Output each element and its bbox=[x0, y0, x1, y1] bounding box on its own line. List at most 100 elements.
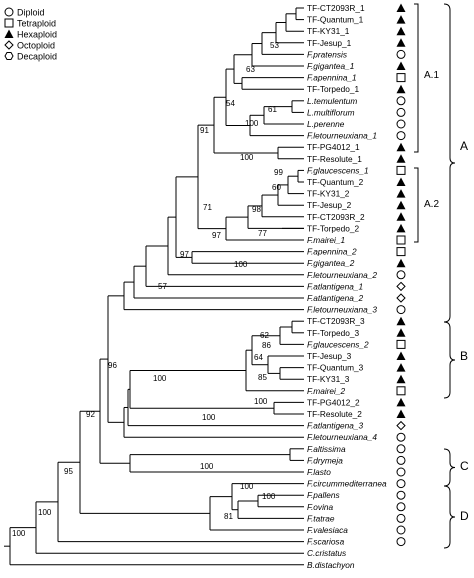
bootstrap-value: 85 bbox=[258, 373, 267, 382]
clade-brackets: A.1 A.2 A B C D bbox=[414, 3, 469, 549]
taxon-label: L.perenne bbox=[307, 119, 345, 129]
taxon-label: TF-KY31_3 bbox=[307, 374, 350, 384]
taxon-label: F.altissima bbox=[307, 444, 346, 454]
taxon-label: F.circummediterranea bbox=[307, 479, 387, 489]
diamond-legend-icon bbox=[4, 40, 14, 50]
clade-bracket bbox=[443, 321, 456, 399]
taxon-label: TF-Torpedo_3 bbox=[307, 328, 359, 338]
triangle-icon bbox=[396, 154, 406, 163]
clade-label: B bbox=[460, 349, 468, 363]
taxon-label: F.mairei_2 bbox=[307, 386, 346, 396]
taxon-label: TF-Quantum_3 bbox=[307, 363, 364, 373]
taxon-label: TF-Resolute_2 bbox=[307, 409, 362, 419]
taxon-label: L.multiflorum bbox=[307, 107, 355, 117]
square-icon bbox=[396, 235, 406, 245]
clade-label: A.1 bbox=[424, 70, 439, 81]
bootstrap-value: 71 bbox=[203, 203, 212, 212]
taxon-label: F.glaucescens_2 bbox=[307, 339, 369, 349]
bootstrap-value: 64 bbox=[254, 353, 263, 362]
bootstrap-value: 61 bbox=[268, 105, 277, 114]
taxon-label: TF-KY31_1 bbox=[307, 26, 350, 36]
triangle-icon bbox=[396, 3, 406, 12]
triangle-icon bbox=[396, 328, 406, 337]
circle-icon bbox=[396, 513, 406, 523]
clade-bracket bbox=[414, 3, 419, 153]
bootstrap-value: 92 bbox=[86, 410, 95, 419]
triangle-icon bbox=[396, 212, 406, 221]
square-icon bbox=[396, 165, 406, 175]
taxon-label: F.gigantea_2 bbox=[307, 258, 355, 268]
triangle-icon bbox=[396, 15, 406, 24]
bootstrap-value: 100 bbox=[200, 462, 214, 471]
circle-icon bbox=[396, 444, 406, 454]
square-icon bbox=[396, 247, 406, 257]
taxon-label: F.apennina_2 bbox=[307, 247, 357, 257]
circle-icon bbox=[396, 502, 406, 512]
taxon-label: L.temulentum bbox=[307, 96, 357, 106]
triangle-icon bbox=[396, 223, 406, 233]
taxon-label: TF-Quantum_1 bbox=[307, 15, 364, 25]
taxon-labels: TF-CT2093R_1 TF-Quantum_1TF-KY31_1 TF-Jesu… bbox=[307, 3, 387, 570]
taxon-label: F.pallens bbox=[307, 490, 340, 500]
square-icon bbox=[396, 73, 406, 83]
taxon-label: TF-CT2093R_2 bbox=[307, 212, 365, 222]
taxon-label: F.glaucescens_1 bbox=[307, 165, 369, 175]
ploidy-symbols bbox=[396, 3, 406, 547]
legend-label: Hexaploid bbox=[17, 30, 57, 40]
bootstrap-value: 97 bbox=[180, 250, 189, 259]
triangle-icon bbox=[396, 61, 406, 70]
taxon-label: F.letourneuxiana_1 bbox=[307, 131, 377, 141]
bootstrap-value: 86 bbox=[262, 341, 271, 350]
taxon-label: TF-Jesup_1 bbox=[307, 38, 352, 48]
clade-bracket bbox=[414, 167, 419, 243]
bootstrap-value: 57 bbox=[158, 282, 167, 291]
circle-icon bbox=[396, 467, 406, 477]
taxon-label: F.scariosa bbox=[307, 537, 345, 547]
circle-legend-icon bbox=[4, 7, 14, 17]
diamond-icon bbox=[396, 281, 406, 292]
triangle-icon bbox=[396, 84, 406, 94]
triangle-icon bbox=[396, 409, 406, 418]
circle-icon bbox=[396, 305, 406, 315]
tree-branches bbox=[4, 7, 304, 566]
circle-icon bbox=[396, 455, 406, 465]
taxon-label: F.drymeja bbox=[307, 455, 343, 465]
bootstrap-value: 77 bbox=[258, 229, 267, 238]
square-legend-icon bbox=[4, 18, 14, 28]
square-icon bbox=[396, 339, 406, 349]
taxon-label: TF-KY31_2 bbox=[307, 189, 350, 199]
taxon-label: F.lasto bbox=[307, 467, 331, 477]
triangle-icon bbox=[396, 177, 406, 186]
legend-label: Diploid bbox=[17, 8, 45, 18]
triangle-icon bbox=[396, 397, 406, 407]
taxon-label: F.letourneuxiana_4 bbox=[307, 432, 377, 442]
triangle-icon bbox=[396, 26, 406, 36]
bootstrap-value: 99 bbox=[274, 168, 283, 177]
taxon-label: F.pratensis bbox=[307, 49, 347, 59]
clade-label: D bbox=[460, 509, 469, 523]
triangle-icon bbox=[396, 374, 406, 384]
triangle-icon bbox=[396, 363, 406, 372]
taxon-label: B.distachyon bbox=[307, 560, 355, 570]
taxon-label: F.ovina bbox=[307, 502, 334, 512]
bootstrap-value: 97 bbox=[212, 231, 221, 240]
triangle-icon bbox=[396, 142, 406, 152]
taxon-label: TF-PG4012_2 bbox=[307, 397, 360, 407]
taxon-label: TF-Torpedo_2 bbox=[307, 223, 359, 233]
bootstrap-value: 100 bbox=[38, 508, 52, 517]
triangle-legend-icon bbox=[4, 29, 14, 38]
legend-label: Decaploid bbox=[17, 52, 57, 62]
taxon-label: F.atlantigena_3 bbox=[307, 421, 364, 431]
taxon-label: F.gigantea_1 bbox=[307, 61, 354, 71]
clade-bracket bbox=[443, 485, 456, 549]
taxon-label: F.letourneuxiana_2 bbox=[307, 270, 377, 280]
taxon-label: F.atlantigena_1 bbox=[307, 281, 363, 291]
taxon-label: F.atlantigena_2 bbox=[307, 293, 364, 303]
circle-icon bbox=[396, 525, 406, 535]
diamond-icon bbox=[396, 420, 406, 431]
taxon-label: F.valesiaca bbox=[307, 525, 348, 535]
circle-icon bbox=[396, 49, 406, 59]
legend-label: Tetraploid bbox=[17, 19, 56, 29]
